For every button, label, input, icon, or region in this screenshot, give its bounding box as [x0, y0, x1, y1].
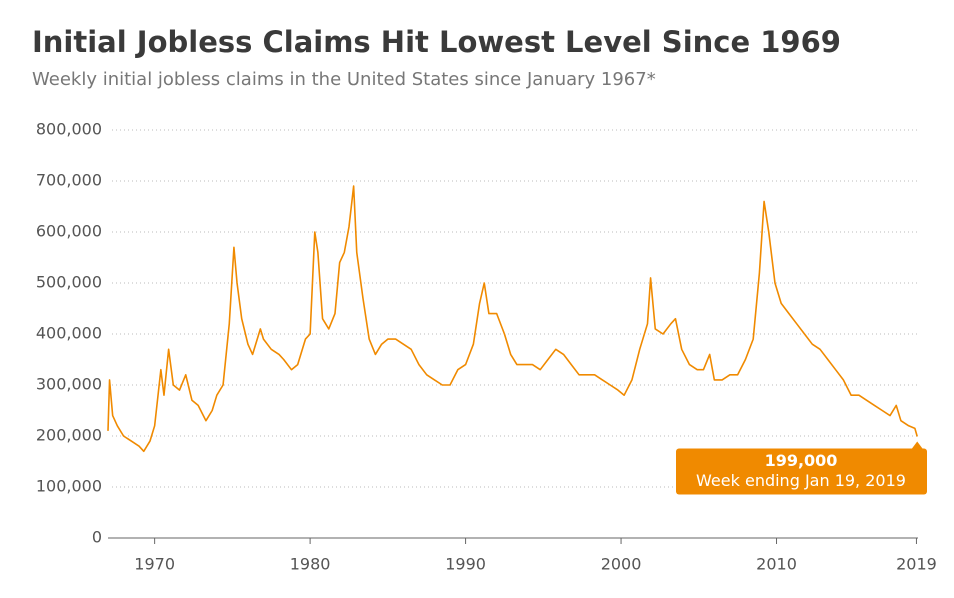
x-tick-label: 2010: [756, 555, 797, 574]
x-tick-label: 1990: [445, 555, 486, 574]
x-tick-label: 1970: [134, 555, 175, 574]
chart-subtitle: Weekly initial jobless claims in the Uni…: [32, 69, 656, 90]
annotation-box: [676, 448, 927, 495]
data-line: [107, 185, 918, 453]
y-tick-label: 600,000: [36, 222, 102, 241]
y-tick-label: 500,000: [36, 273, 102, 292]
x-tick-label: 2019: [896, 555, 937, 574]
annotation-pointer: [911, 441, 924, 450]
y-tick-label: 200,000: [36, 426, 102, 445]
annotation-text: Week ending Jan 19, 2019: [696, 471, 906, 490]
y-tick-label: 0: [92, 528, 102, 547]
x-tick-label: 2000: [601, 555, 642, 574]
y-tick-label: 300,000: [36, 375, 102, 394]
x-tick-label: 1980: [290, 555, 331, 574]
y-tick-label: 100,000: [36, 477, 102, 496]
y-tick-label: 800,000: [36, 120, 102, 139]
y-tick-label: 700,000: [36, 171, 102, 190]
chart-title: Initial Jobless Claims Hit Lowest Level …: [32, 25, 841, 59]
y-tick-label: 400,000: [36, 324, 102, 343]
annotation-value: 199,000: [765, 451, 838, 470]
